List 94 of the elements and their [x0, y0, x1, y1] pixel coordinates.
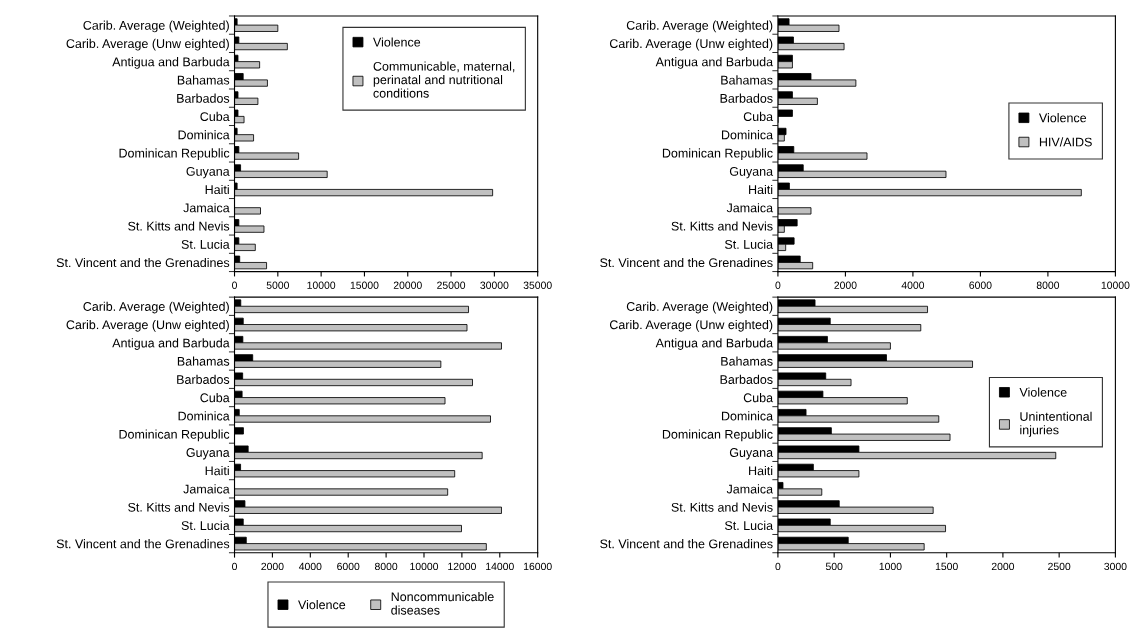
y-tick-label: Haiti [205, 184, 229, 195]
x-tick-label: 4000 [901, 281, 925, 289]
x-tick-label: 0 [775, 562, 781, 571]
y-tick-label: Cuba [200, 111, 230, 122]
y-tick-label: Bahamas [177, 356, 230, 366]
y-tick-label: Cuba [743, 111, 774, 122]
x-tick-label: 5000 [266, 281, 290, 289]
y-tick-label: Carib. Average (Weighted) [83, 20, 229, 33]
y-tick-label: Barbados [720, 374, 773, 384]
x-tick-label: 1000 [879, 562, 902, 571]
y-tick-label: St. Kitts and Nevis [128, 502, 230, 512]
y-tick-label: Jamaica [183, 484, 230, 494]
y-tick-label: St. Vincent and the Grenadines [56, 539, 230, 549]
legend-label: Violence [373, 37, 421, 47]
legend-label: Unintentional injuries [1020, 411, 1092, 437]
x-tick-label: 14000 [486, 562, 514, 571]
y-tick-label: St. Lucia [724, 520, 774, 530]
y-tick-label: Jamaica [183, 203, 230, 213]
x-tick-label: 8000 [1036, 281, 1060, 289]
y-tick-label: Dominican Republic [662, 429, 773, 442]
y-tick-label: Carib. Average (Unw eighted) [609, 319, 773, 332]
y-tick-label: Carib. Average (Unw eighted) [66, 319, 229, 332]
y-tick-label: Guyana [729, 166, 774, 179]
y-tick-label: Antigua and Barbuda [655, 57, 774, 69]
x-tick-label: 6000 [969, 281, 992, 289]
y-tick-label: Antigua and Barbuda [112, 338, 230, 350]
x-tick-label: 15000 [350, 281, 379, 289]
y-tick-label: St. Kitts and Nevis [128, 221, 230, 231]
legend-label: Violence [1019, 387, 1067, 397]
y-tick-label: Carib. Average (Unw eighted) [609, 38, 773, 51]
x-tick-label: 35000 [523, 281, 552, 289]
y-tick-label: Bahamas [177, 75, 230, 85]
x-tick-label: 12000 [448, 562, 476, 571]
legend-label: HIV/AIDS [1039, 137, 1092, 147]
y-tick-label: Barbados [720, 93, 773, 103]
y-tick-label: St. Vincent and the Grenadines [600, 539, 773, 549]
y-tick-label: Dominican Republic [119, 148, 230, 161]
y-tick-label: Guyana [186, 448, 230, 460]
x-tick-label: 2500 [1048, 562, 1071, 571]
x-tick-label: 2000 [834, 281, 857, 289]
y-tick-label: St. Vincent and the Grenadines [56, 257, 230, 268]
x-tick-label: 0 [232, 562, 238, 571]
y-tick-label: Dominica [721, 130, 774, 140]
x-tick-label: 10000 [410, 562, 439, 571]
y-tick-label: Dominica [178, 130, 230, 140]
x-tick-label: 4000 [298, 562, 322, 571]
y-tick-label: St. Vincent and the Grenadines [600, 257, 773, 268]
y-tick-label: Jamaica [726, 484, 774, 494]
y-tick-label: Dominica [721, 411, 774, 421]
x-tick-label: 16000 [523, 562, 552, 571]
y-tick-label: Haiti [749, 184, 773, 195]
y-tick-label: Carib. Average (Weighted) [626, 20, 773, 33]
y-tick-label: St. Kitts and Nevis [671, 221, 773, 231]
y-tick-label: Cuba [200, 393, 230, 403]
x-tick-label: 0 [232, 281, 238, 289]
x-tick-label: 10000 [1101, 281, 1130, 289]
x-tick-label: 20000 [393, 281, 422, 289]
y-tick-label: St. Lucia [181, 520, 230, 530]
y-tick-label: St. Lucia [724, 239, 774, 249]
x-tick-label: 500 [825, 562, 843, 571]
legend-label: Noncommunicable diseases [391, 591, 494, 615]
y-tick-label: Barbados [177, 374, 230, 384]
y-tick-label: Guyana [729, 448, 774, 460]
legend-label: Violence [1038, 113, 1087, 123]
y-tick-label: Antigua and Barbuda [655, 338, 774, 350]
y-tick-label: Carib. Average (Weighted) [626, 301, 773, 314]
y-tick-label: Jamaica [726, 203, 774, 213]
x-tick-label: 2000 [261, 562, 284, 571]
y-tick-label: Dominica [178, 411, 230, 421]
y-tick-label: St. Kitts and Nevis [671, 502, 773, 512]
x-tick-label: 30000 [480, 281, 509, 289]
y-tick-label: Carib. Average (Unw eighted) [66, 38, 229, 51]
y-tick-label: Barbados [177, 93, 230, 103]
x-tick-label: 8000 [374, 562, 398, 571]
legend-label: Violence [298, 600, 346, 610]
y-tick-label: Bahamas [721, 356, 773, 366]
legend-label: Communicable, maternal, perinatal and nutritional conditions [373, 61, 515, 98]
x-tick-label: 0 [775, 281, 781, 289]
y-tick-label: St. Lucia [181, 239, 230, 249]
y-tick-label: Bahamas [721, 75, 773, 85]
x-tick-label: 25000 [437, 281, 466, 289]
x-tick-label: 10000 [307, 281, 336, 289]
x-tick-label: 6000 [337, 562, 360, 571]
y-tick-label: Cuba [743, 393, 774, 403]
y-tick-label: Dominican Republic [119, 429, 230, 442]
y-tick-label: Haiti [749, 466, 773, 476]
x-tick-label: 1500 [935, 562, 958, 571]
x-tick-label: 2000 [991, 562, 1015, 571]
y-tick-label: Antigua and Barbuda [112, 57, 230, 69]
y-tick-label: Haiti [205, 466, 229, 476]
y-tick-label: Guyana [186, 166, 230, 179]
y-tick-label: Dominican Republic [662, 148, 773, 161]
y-tick-label: Carib. Average (Weighted) [83, 301, 229, 314]
x-tick-label: 3000 [1104, 562, 1127, 571]
